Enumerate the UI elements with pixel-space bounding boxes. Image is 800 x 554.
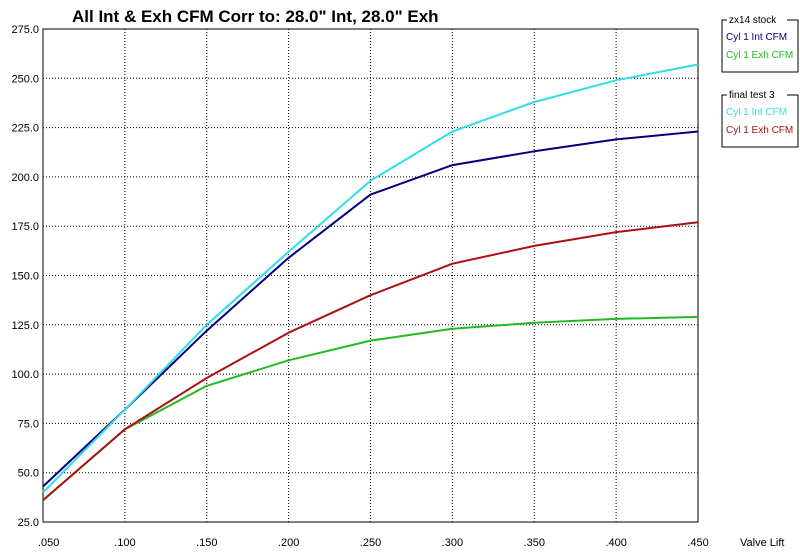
y-tick-label: 50.0 [18,468,39,480]
x-tick-label: .100 [114,537,135,549]
legend-group-box [721,94,799,148]
legend-item: Cyl 1 Int CFM [726,32,787,43]
x-tick-label: .450 [687,537,708,549]
y-tick-label: 75.0 [18,418,39,430]
x-tick-label: .350 [524,537,545,549]
series-line-1-2 [42,315,699,502]
y-tick-label: 225.0 [11,123,39,135]
x-tick-label: .250 [360,537,381,549]
y-axis-ticks: 25.0 50.0 75.0 100.0 125.0 150.0 175.0 200.0 225… [11,24,39,529]
x-axis-ticks: .050 .100 .150 .200 .250 .300 .350 .400 .450 [38,537,709,549]
legend-title-backdrop [727,88,787,100]
plot-frame [42,28,699,523]
y-tick-label: 150.0 [11,271,39,283]
series-line-2-1 [42,63,699,494]
y-tick-label: 175.0 [11,221,39,233]
legend-group-box [721,19,799,73]
series-line-2-2 [42,221,699,502]
legend-group-title: zx14 stock [729,15,777,26]
series-lines [42,63,699,502]
y-tick-label: 250.0 [11,73,39,85]
legend-item: Cyl 1 Exh CFM [726,50,793,61]
y-tick-label: 200.0 [11,172,39,184]
y-tick-label: 25.0 [18,517,39,529]
grid [43,29,698,522]
legend-title-backdrop [727,13,787,25]
x-tick-label: .200 [278,537,299,549]
legend-group-title: final test 3 [729,90,775,101]
legend-item: Cyl 1 Exh CFM [726,125,793,136]
legend-item: Cyl 1 Int CFM [726,107,787,118]
y-tick-label: 100.0 [11,369,39,381]
x-tick-label: .050 [38,537,59,549]
y-tick-label: 125.0 [11,320,39,332]
x-tick-label: .300 [442,537,463,549]
series-line-1-1 [42,130,699,488]
legend: zx14 stock Cyl 1 Int CFM Cyl 1 Exh CFM fina… [721,13,799,148]
x-axis-label: Valve Lift [740,537,784,549]
x-tick-label: .400 [605,537,626,549]
y-tick-label: 275.0 [11,24,39,36]
chart-title: All Int & Exh CFM Corr to: 28.0" Int, 28… [72,7,439,26]
x-tick-label: .150 [196,537,217,549]
